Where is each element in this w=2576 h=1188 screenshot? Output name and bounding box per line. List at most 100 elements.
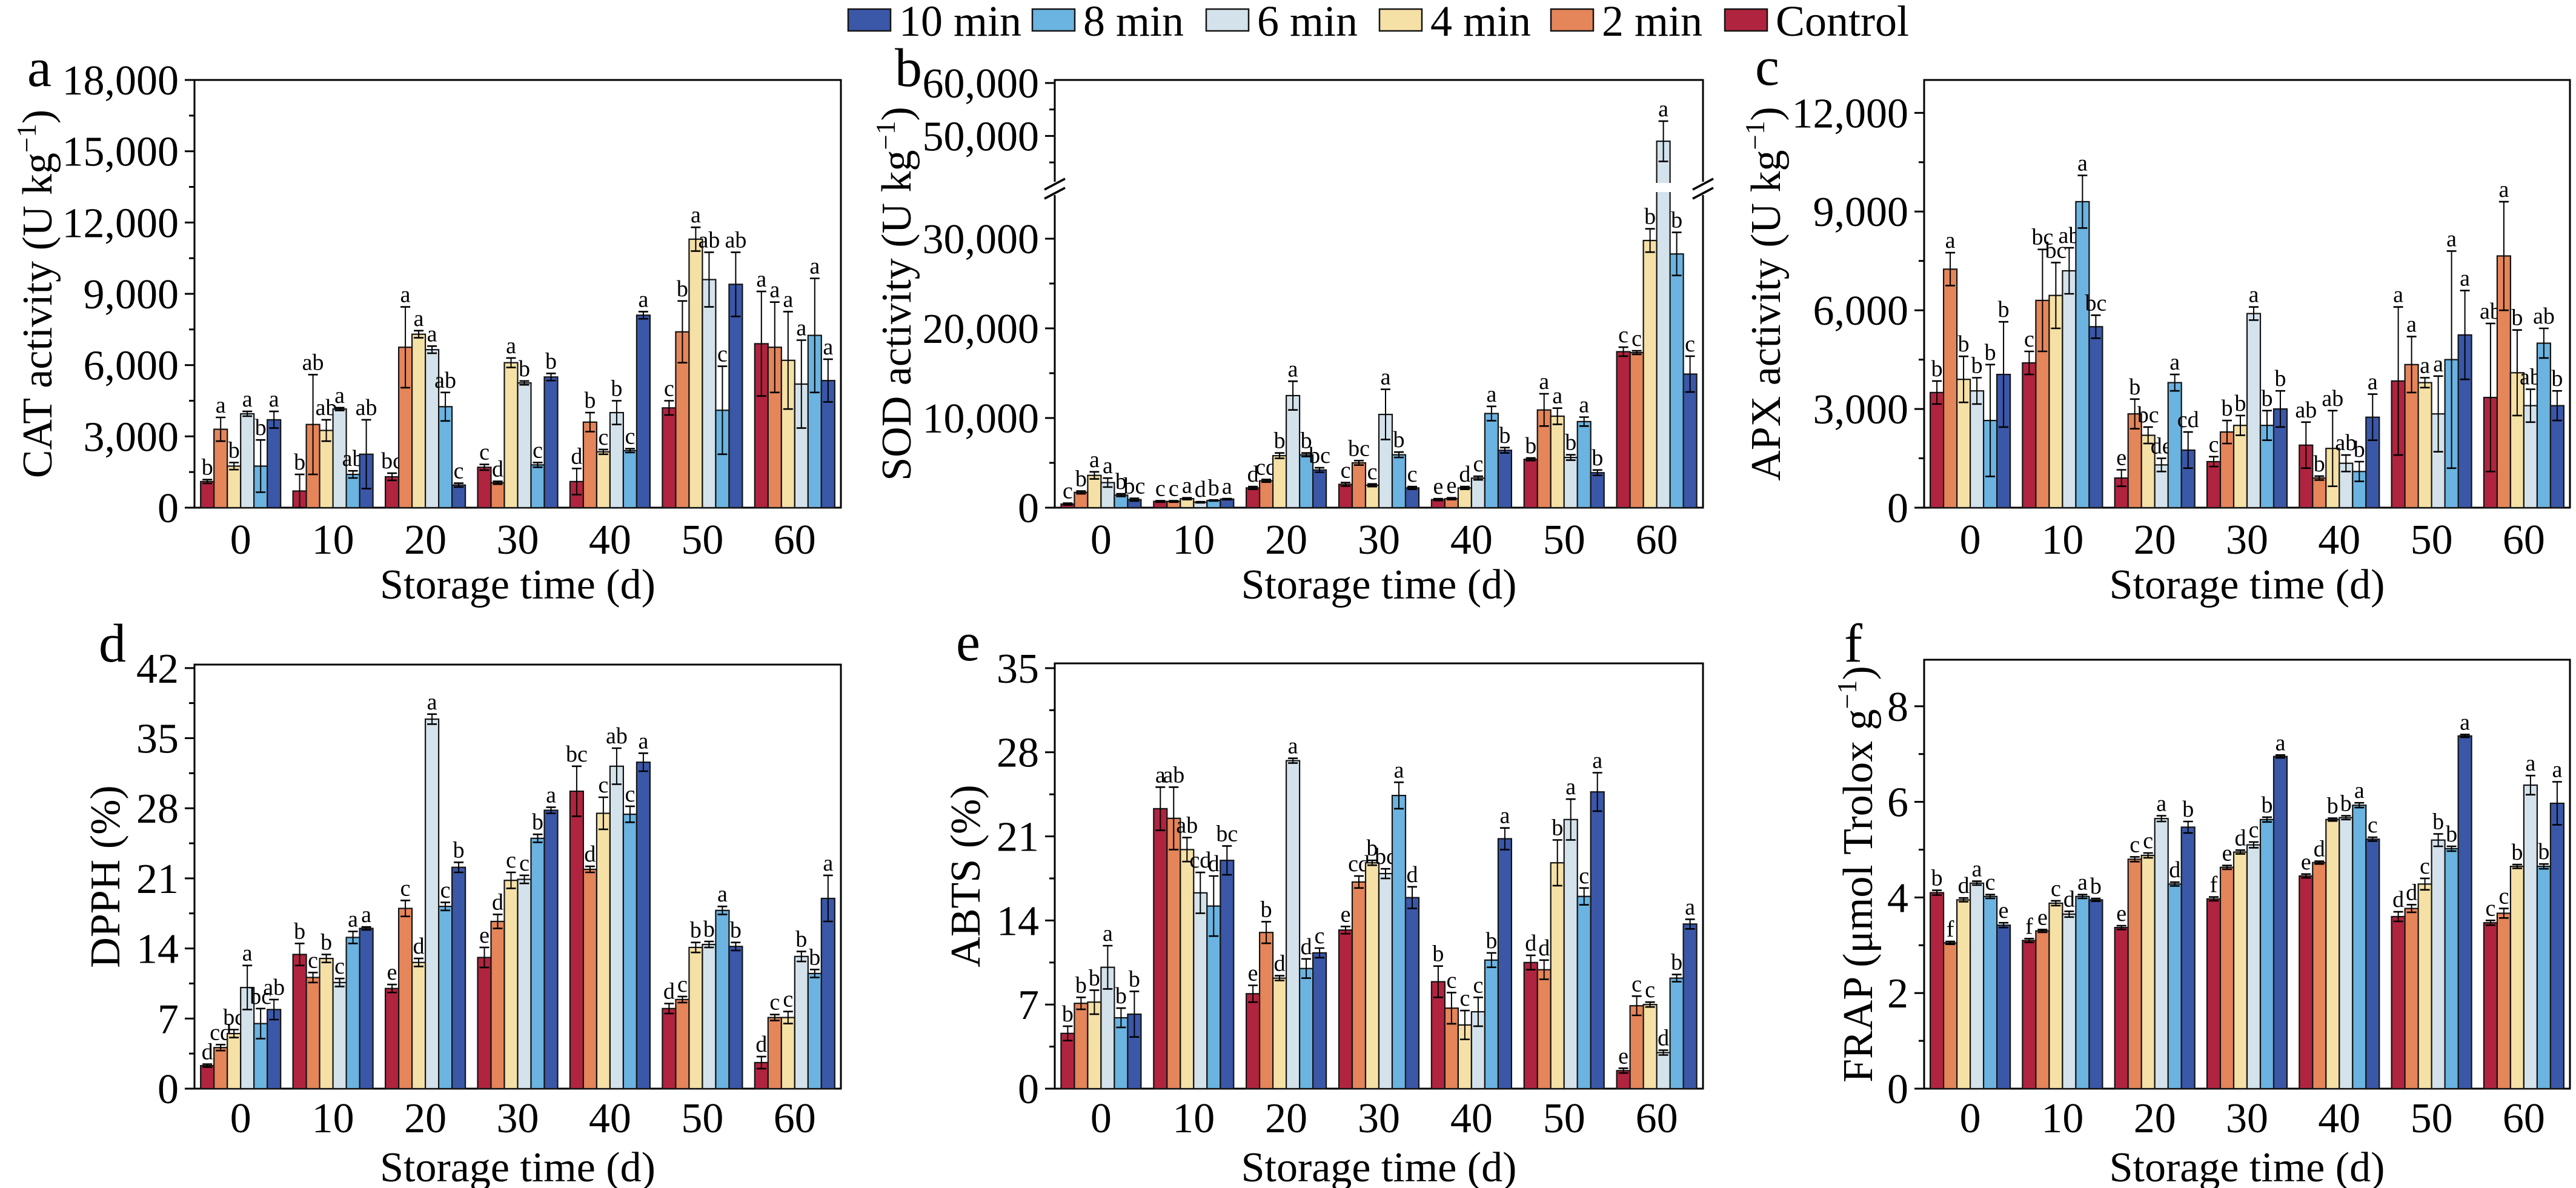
svg-text:0: 0 bbox=[1960, 1095, 1981, 1142]
svg-text:a: a bbox=[242, 387, 253, 412]
svg-text:9,000: 9,000 bbox=[1813, 189, 1909, 236]
svg-text:ab: ab bbox=[1176, 813, 1198, 838]
svg-text:12,000: 12,000 bbox=[62, 200, 179, 247]
svg-text:a: a bbox=[2393, 282, 2403, 308]
svg-text:60: 60 bbox=[2503, 1095, 2545, 1142]
svg-text:0: 0 bbox=[1090, 517, 1112, 563]
svg-text:0: 0 bbox=[1090, 1095, 1112, 1142]
svg-text:6: 6 bbox=[1887, 780, 1908, 826]
svg-text:9,000: 9,000 bbox=[84, 271, 179, 318]
svg-text:6 min: 6 min bbox=[1257, 0, 1358, 45]
svg-text:0: 0 bbox=[158, 485, 179, 532]
svg-text:d: d bbox=[99, 614, 126, 674]
svg-text:d: d bbox=[492, 889, 503, 915]
svg-text:60: 60 bbox=[1636, 517, 1678, 563]
svg-text:6,000: 6,000 bbox=[84, 343, 179, 390]
svg-text:c: c bbox=[1341, 458, 1351, 483]
svg-text:d: d bbox=[1958, 873, 1970, 898]
svg-text:b: b bbox=[2129, 374, 2140, 400]
svg-text:c: c bbox=[2209, 432, 2219, 457]
svg-text:20: 20 bbox=[1265, 1095, 1307, 1142]
svg-text:40: 40 bbox=[2318, 517, 2360, 563]
svg-text:b: b bbox=[809, 944, 820, 970]
svg-text:20,000: 20,000 bbox=[923, 306, 1040, 353]
svg-text:bc: bc bbox=[1309, 443, 1330, 468]
svg-text:Storage time (d): Storage time (d) bbox=[1241, 1144, 1517, 1188]
svg-text:b: b bbox=[1261, 897, 1272, 922]
svg-text:bc: bc bbox=[2085, 290, 2106, 316]
svg-text:d: d bbox=[571, 443, 582, 469]
svg-text:0: 0 bbox=[1018, 1066, 1039, 1113]
svg-text:c: c bbox=[2485, 895, 2495, 921]
svg-text:bc: bc bbox=[2137, 402, 2159, 428]
svg-text:a: a bbox=[1394, 757, 1404, 783]
svg-text:a: a bbox=[2276, 730, 2286, 755]
svg-text:c: c bbox=[2368, 812, 2378, 838]
svg-text:b: b bbox=[1432, 941, 1444, 967]
svg-text:b: b bbox=[2327, 794, 2339, 819]
svg-text:c: c bbox=[1473, 972, 1483, 998]
svg-text:d: d bbox=[2406, 880, 2417, 905]
svg-text:b: b bbox=[1075, 466, 1087, 492]
svg-text:a: a bbox=[334, 383, 345, 408]
svg-text:c: c bbox=[717, 342, 728, 367]
svg-text:bc: bc bbox=[2045, 237, 2066, 263]
svg-text:60: 60 bbox=[774, 1095, 816, 1142]
svg-text:a: a bbox=[796, 316, 806, 341]
svg-text:a: a bbox=[1552, 383, 1562, 409]
svg-text:b: b bbox=[1499, 423, 1510, 448]
svg-text:35: 35 bbox=[136, 716, 179, 763]
svg-text:b: b bbox=[255, 415, 267, 440]
svg-text:b: b bbox=[2182, 797, 2194, 822]
svg-text:60: 60 bbox=[2503, 517, 2545, 563]
svg-text:d: d bbox=[1407, 862, 1418, 888]
svg-text:10: 10 bbox=[2041, 1095, 2083, 1142]
svg-text:50,000: 50,000 bbox=[923, 113, 1040, 160]
svg-text:8 min: 8 min bbox=[1083, 0, 1184, 45]
svg-text:Storage time (d): Storage time (d) bbox=[380, 1144, 656, 1188]
svg-text:a: a bbox=[1972, 857, 1982, 882]
svg-text:c: c bbox=[400, 875, 411, 901]
svg-text:c: c bbox=[625, 424, 635, 450]
svg-text:APX activity (U kg−1): APX activity (U kg−1) bbox=[1740, 107, 1790, 481]
svg-text:ABTS (%): ABTS (%) bbox=[943, 785, 989, 967]
svg-text:c: c bbox=[783, 987, 793, 1012]
svg-text:CAT activity (U kg−1): CAT activity (U kg−1) bbox=[12, 110, 61, 478]
svg-text:a: a bbox=[1381, 365, 1391, 390]
svg-text:a: a bbox=[769, 277, 780, 303]
svg-text:b: b bbox=[294, 450, 305, 475]
svg-text:20: 20 bbox=[404, 517, 446, 563]
svg-text:a: a bbox=[809, 254, 820, 279]
svg-text:c: c bbox=[1632, 971, 1642, 997]
svg-text:2: 2 bbox=[1887, 971, 1908, 1017]
svg-text:40: 40 bbox=[589, 517, 631, 563]
svg-text:a: a bbox=[1103, 921, 1113, 946]
svg-text:40: 40 bbox=[1450, 517, 1493, 563]
svg-text:30: 30 bbox=[1358, 1095, 1400, 1142]
svg-text:b: b bbox=[2511, 305, 2523, 331]
svg-text:0: 0 bbox=[230, 517, 251, 563]
svg-text:0: 0 bbox=[230, 1095, 251, 1142]
svg-text:a: a bbox=[2552, 757, 2562, 783]
svg-text:b: b bbox=[532, 809, 543, 835]
svg-text:50: 50 bbox=[1543, 517, 1585, 563]
svg-text:20: 20 bbox=[2134, 517, 2176, 563]
svg-text:60: 60 bbox=[1636, 1095, 1678, 1142]
svg-text:a: a bbox=[1103, 453, 1113, 479]
svg-text:e: e bbox=[1248, 961, 1258, 986]
svg-text:c: c bbox=[1685, 331, 1695, 357]
svg-text:e: e bbox=[479, 923, 490, 948]
svg-text:c: c bbox=[533, 438, 543, 463]
svg-text:a: a bbox=[638, 728, 648, 754]
svg-text:e: e bbox=[1433, 474, 1443, 499]
svg-text:e: e bbox=[2037, 904, 2048, 930]
svg-text:b: b bbox=[1671, 950, 1682, 975]
svg-text:d: d bbox=[1247, 462, 1259, 487]
svg-text:b: b bbox=[690, 918, 702, 943]
svg-text:10: 10 bbox=[312, 517, 354, 563]
svg-text:a: a bbox=[823, 334, 833, 360]
svg-text:b: b bbox=[2314, 451, 2325, 477]
svg-text:b: b bbox=[320, 930, 332, 955]
svg-text:a: a bbox=[1945, 228, 1956, 253]
svg-text:ab: ab bbox=[434, 368, 456, 393]
